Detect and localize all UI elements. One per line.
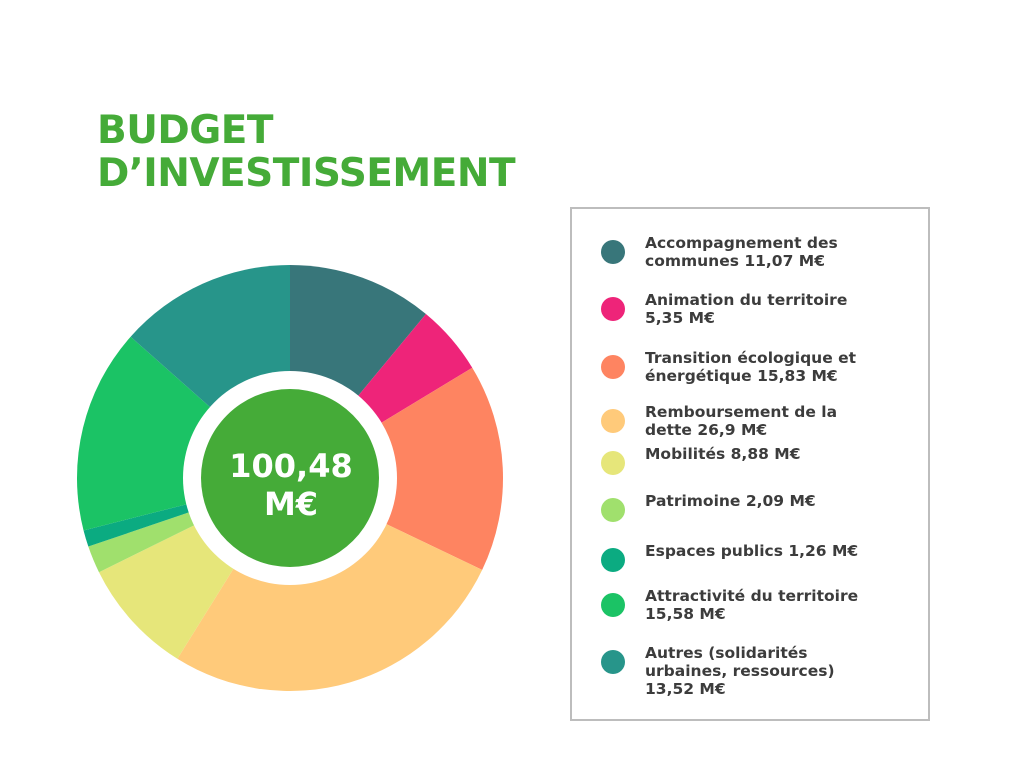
- total-label: 100,48 M€: [201, 447, 381, 523]
- legend-swatch: [601, 240, 625, 264]
- title-line-2: D’INVESTISSEMENT: [97, 151, 516, 196]
- legend-label: Remboursement de la dette 26,9 M€: [645, 403, 838, 439]
- page-title: BUDGET D’INVESTISSEMENT: [97, 108, 516, 196]
- legend-label: Espaces publics 1,26 M€: [645, 542, 859, 560]
- legend-swatch: [601, 297, 625, 321]
- total-unit: M€: [263, 485, 319, 523]
- legend-label: Transition écologique et énergétique 15,…: [645, 349, 857, 385]
- legend-swatch: [601, 498, 625, 522]
- legend-label: Animation du territoire 5,35 M€: [645, 291, 848, 327]
- legend-label: Patrimoine 2,09 M€: [645, 492, 816, 510]
- legend-swatch: [601, 650, 625, 674]
- legend-label: Attractivité du territoire 15,58 M€: [645, 587, 859, 623]
- total-disc: [201, 389, 379, 567]
- legend-label: Accompagnement des communes 11,07 M€: [645, 234, 838, 270]
- title-line-1: BUDGET: [97, 108, 274, 153]
- legend-swatch: [601, 355, 625, 379]
- legend-label: Mobilités 8,88 M€: [645, 445, 801, 463]
- legend-swatch: [601, 593, 625, 617]
- donut-slice: [177, 478, 483, 692]
- total-value: 100,48: [229, 447, 353, 485]
- legend-swatch: [601, 548, 625, 572]
- legend-label: Autres (solidarités urbaines, ressources…: [645, 644, 835, 698]
- legend-swatch: [601, 451, 625, 475]
- legend-swatch: [601, 409, 625, 433]
- legend: Accompagnement des communes 11,07 M€ Ani…: [570, 207, 930, 721]
